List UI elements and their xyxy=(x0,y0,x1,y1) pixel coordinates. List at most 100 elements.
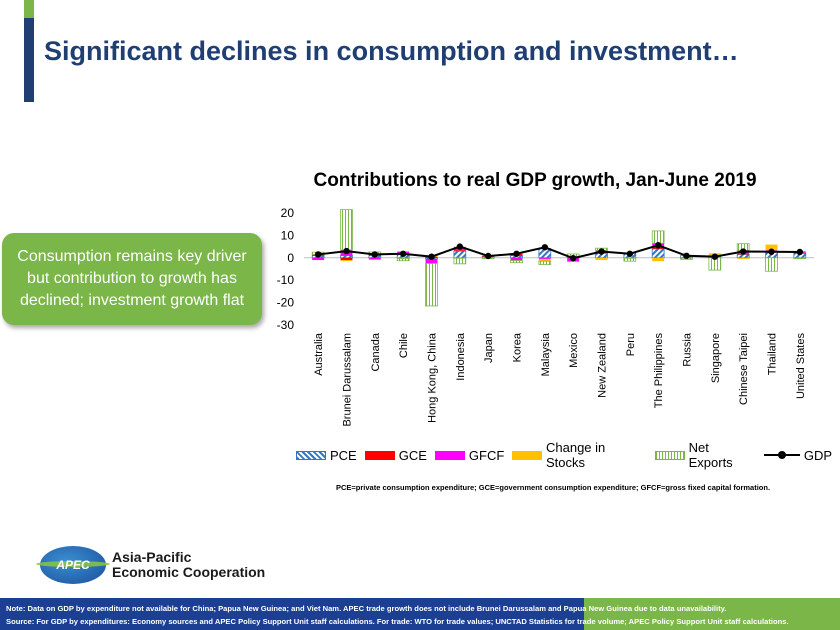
x-category-label: United States xyxy=(795,333,807,400)
bar-pce xyxy=(453,250,467,259)
x-category-label: Russia xyxy=(682,332,694,367)
bar-nx xyxy=(623,257,637,262)
bar-nx xyxy=(396,258,410,262)
gdp-point xyxy=(371,251,379,258)
callout-text: Consumption remains key driver but contr… xyxy=(17,248,247,309)
legend-item-nx: Net Exports xyxy=(654,440,756,470)
bar-gfcf xyxy=(368,257,381,260)
bar-cis xyxy=(538,258,551,262)
y-tick-label: -20 xyxy=(277,296,295,310)
bar-pce xyxy=(736,254,750,259)
bar-nx xyxy=(453,257,467,265)
apec-logo-text: Asia-Pacific Economic Cooperation xyxy=(112,550,265,580)
legend-swatch-cis xyxy=(512,450,542,460)
note-text: Note: Data on GDP by expenditure not ava… xyxy=(6,604,727,613)
gdp-point xyxy=(739,248,747,255)
bar-gce xyxy=(340,257,353,261)
bar-nx xyxy=(793,257,807,260)
gdp-point xyxy=(683,252,690,259)
bar-cis xyxy=(595,257,608,261)
x-category-label: Chile xyxy=(398,333,410,358)
legend-label-cis: Change in Stocks xyxy=(546,440,606,470)
bar-cis xyxy=(765,244,778,251)
bar-nx xyxy=(510,260,523,264)
gdp-point xyxy=(513,250,520,257)
apec-globe-text: APEC xyxy=(56,558,90,572)
legend-swatch-gfcf xyxy=(434,450,465,460)
y-tick-label: 10 xyxy=(281,228,295,242)
gdp-point xyxy=(768,248,775,255)
bar-nx xyxy=(340,209,353,251)
apec-logo-line1: Asia-Pacific xyxy=(112,549,192,565)
gdp-point xyxy=(541,244,549,251)
gdp-contribution-chart: 20 10 0 -10 -20 -30 Australia Brunei Darussalam… xyxy=(277,206,814,427)
x-category-label: Malaysia xyxy=(540,332,552,376)
apec-logo: APEC Asia-Pacific Economic Cooperation xyxy=(36,546,265,584)
bar-nx xyxy=(765,257,778,272)
bar-pce xyxy=(340,255,353,259)
source-bar: Note: Data on GDP by expenditure not ava… xyxy=(0,598,840,630)
apec-logo-line2: Economic Cooperation xyxy=(112,564,266,580)
x-category-label: Korea xyxy=(512,332,524,362)
legend-item-gdp: GDP xyxy=(763,447,832,463)
x-category-label: Peru xyxy=(625,333,637,356)
y-tick-label: 0 xyxy=(287,251,294,265)
x-category-label: Thailand xyxy=(767,333,779,375)
legend-swatch-pce xyxy=(296,450,326,460)
legend-label-gdp: GDP xyxy=(803,447,832,463)
slide-title: Significant declines in consumption and … xyxy=(44,36,739,66)
y-tick-label: -10 xyxy=(277,273,295,287)
x-category-label: The Philippines xyxy=(653,333,665,409)
bar-nx xyxy=(425,263,438,307)
callout-box: Consumption remains key driver but contr… xyxy=(2,233,262,325)
legend-label-gfcf: GFCF xyxy=(468,447,505,463)
bar-gfcf xyxy=(538,257,551,259)
legend-label-nx: Net Exports xyxy=(688,440,733,470)
x-category-label: Japan xyxy=(483,333,495,363)
bar-gfcf xyxy=(425,258,438,264)
abbreviation-footnote: PCE=private consumption expenditure; GCE… xyxy=(336,483,771,492)
x-category-label: Mexico xyxy=(568,333,580,368)
bar-nx xyxy=(538,260,552,265)
gdp-point xyxy=(314,251,322,258)
bar-gfcf xyxy=(312,257,325,261)
y-tick-label: -30 xyxy=(277,318,295,332)
legend-item-gce: GCE xyxy=(364,447,427,463)
x-category-label: Singapore xyxy=(710,333,722,383)
bar-pce xyxy=(651,248,665,259)
x-category-label: Canada xyxy=(370,332,382,371)
legend-item-cis: Change in Stocks xyxy=(512,440,647,470)
bar-gfcf xyxy=(510,257,523,261)
gdp-point xyxy=(428,253,435,260)
legend-item-pce: PCE xyxy=(296,448,357,463)
gdp-line xyxy=(318,244,800,260)
title-accent-bar xyxy=(24,0,34,102)
gdp-point xyxy=(626,250,634,257)
gdp-point xyxy=(456,243,464,250)
legend-swatch-nx xyxy=(654,450,685,460)
legend-label-pce: PCE xyxy=(330,447,357,463)
source-text: Source: For GDP by expenditures: Economy… xyxy=(6,617,789,626)
chart-title: Contributions to real GDP growth, Jan-Ju… xyxy=(313,170,757,191)
chart-legend: PCE GCE GFCF Change in Stocks Net Export… xyxy=(296,440,840,470)
x-category-label: Australia xyxy=(313,332,325,376)
legend-label-gce: GCE xyxy=(398,447,427,463)
gdp-point xyxy=(399,250,407,257)
bar-cis xyxy=(652,257,665,262)
apec-globe-icon: APEC xyxy=(36,546,110,584)
gdp-point xyxy=(343,247,350,255)
legend-item-gfcf: GFCF xyxy=(434,447,505,463)
gdp-point xyxy=(711,253,719,260)
y-tick-label: 20 xyxy=(281,206,295,220)
x-category-label: Chinese Taipei xyxy=(738,333,750,405)
x-category-label: New Zealand xyxy=(597,333,609,398)
x-category-label: Hong Kong, China xyxy=(427,332,439,423)
gdp-point xyxy=(569,255,577,262)
gdp-point xyxy=(484,252,492,260)
legend-swatch-gce xyxy=(364,450,395,460)
bar-cis xyxy=(737,257,750,259)
legend-swatch-gdp xyxy=(763,449,800,461)
x-category-label: Indonesia xyxy=(455,332,467,381)
gdp-point xyxy=(796,248,804,256)
gdp-point xyxy=(654,242,662,249)
